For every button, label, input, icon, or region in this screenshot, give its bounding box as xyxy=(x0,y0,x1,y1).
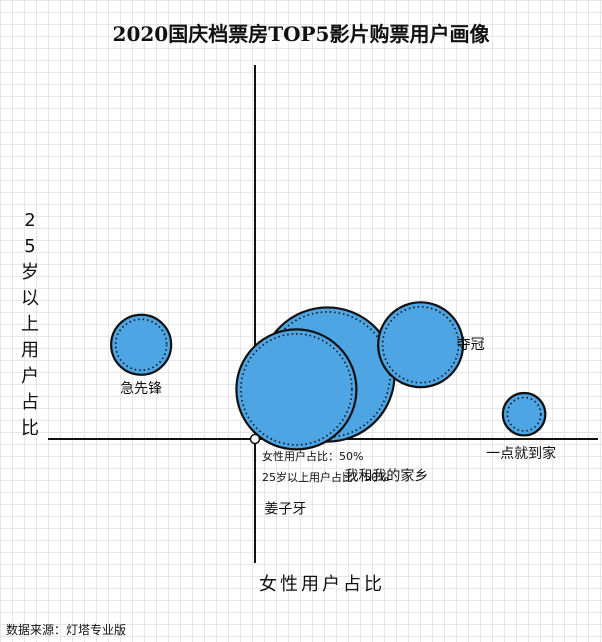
bubble-dotted-ring xyxy=(240,333,353,446)
bubble-circle xyxy=(110,313,173,376)
bubble-label-4: 姜子牙 xyxy=(264,501,306,517)
bubble-2 xyxy=(377,301,465,389)
bubble-circle xyxy=(377,301,465,389)
y-axis-label: 2 5 岁以上用户占比 xyxy=(21,210,39,439)
bubble-4 xyxy=(235,328,358,451)
bubble-dotted-ring xyxy=(381,306,460,384)
bubble-label-1: 急先锋 xyxy=(120,381,162,397)
bubble-dotted-ring xyxy=(114,318,168,372)
bubble-label-5: 一点就到家 xyxy=(486,445,556,462)
bubble-label-2: 夺冠 xyxy=(457,337,485,353)
chart-title: 2020国庆档票房TOP5影片购票用户画像 xyxy=(113,22,491,46)
bubble-label-3: 我和我的家乡 xyxy=(344,468,428,485)
bubble-1 xyxy=(110,313,173,376)
center-point xyxy=(249,433,261,445)
center-note-age: 25岁以上用户占比：50% xyxy=(262,470,388,484)
center-note-female: 女性用户占比：50% xyxy=(262,449,363,463)
bubble-circle xyxy=(235,328,358,451)
x-axis-label: 女性用户占比 xyxy=(259,574,385,595)
bubble-dotted-ring xyxy=(506,396,542,432)
bubble-circle xyxy=(501,391,547,437)
source-note: 数据来源：灯塔专业版 xyxy=(6,622,126,637)
bubble-5 xyxy=(501,391,547,437)
